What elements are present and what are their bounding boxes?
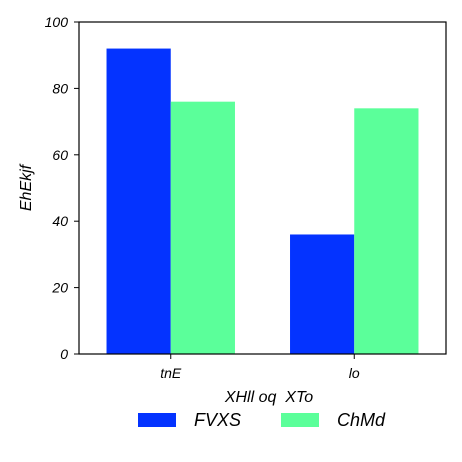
y-axis-label: EhEkjf <box>18 163 35 211</box>
x-tick-label: tnE <box>160 365 182 381</box>
legend-swatch-ChMd <box>281 413 319 427</box>
y-tick-label: 80 <box>52 80 68 96</box>
legend: FVXS ChMd <box>138 410 386 430</box>
legend-swatch-FVXS <box>138 413 176 427</box>
plot-frame <box>78 21 447 355</box>
y-axis: 0 20 40 60 80 100 <box>45 14 79 362</box>
y-tick-label: 100 <box>45 14 69 30</box>
legend-label: FVXS <box>194 410 241 430</box>
bar-ChMd-lo <box>354 108 419 354</box>
x-tick-label: lo <box>349 365 360 381</box>
bars-group <box>106 48 419 355</box>
y-tick-label: 20 <box>51 280 68 296</box>
bar-FVXS-tnE <box>106 48 171 355</box>
x-axis: tnE lo <box>160 354 360 381</box>
y-tick-label: 40 <box>52 213 68 229</box>
x-axis-label: XHll oq XTo <box>224 389 313 406</box>
legend-label: ChMd <box>337 410 386 430</box>
y-tick-label: 60 <box>52 147 68 163</box>
bar-ChMd-tnE <box>170 101 235 355</box>
y-tick-label: 0 <box>60 346 68 362</box>
bar-FVXS-lo <box>290 234 355 354</box>
